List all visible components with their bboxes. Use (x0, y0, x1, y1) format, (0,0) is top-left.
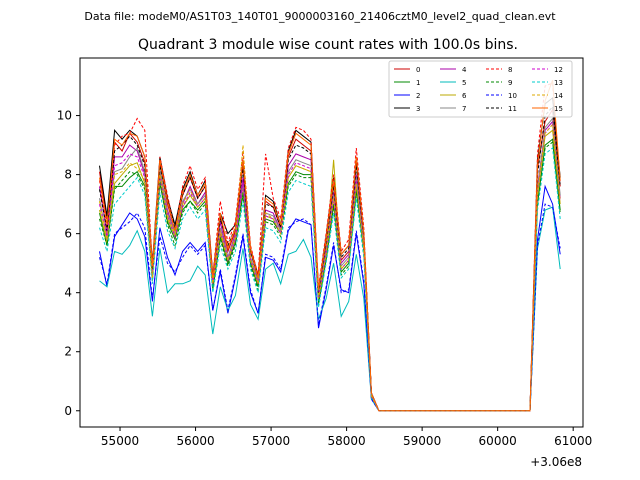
y-tick-label: 8 (64, 168, 72, 182)
legend-label-6: 6 (462, 92, 467, 100)
x-tick-label: 56000 (176, 434, 214, 448)
legend-label-14: 14 (554, 92, 563, 100)
x-axis: 55000 56000 57000 58000 59000 60000 61000 (101, 427, 592, 448)
legend-label-4: 4 (462, 66, 467, 74)
x-tick-label: 60000 (479, 434, 517, 448)
legend-label-11: 11 (508, 105, 517, 113)
x-tick-label: 61000 (554, 434, 592, 448)
y-tick-label: 10 (57, 109, 72, 123)
x-tick-label: 58000 (328, 434, 366, 448)
legend-label-15: 15 (554, 105, 563, 113)
y-tick-label: 2 (64, 345, 72, 359)
series-line-8 (99, 82, 561, 412)
legend-label-9: 9 (508, 79, 512, 87)
x-offset-label: +3.06e8 (530, 455, 582, 469)
legend-label-5: 5 (462, 79, 466, 87)
legend-label-10: 10 (508, 92, 517, 100)
x-tick-label: 55000 (101, 434, 139, 448)
plot-content (99, 79, 561, 412)
legend-label-3: 3 (416, 105, 420, 113)
legend-label-2: 2 (416, 92, 420, 100)
legend-label-0: 0 (416, 66, 420, 74)
y-tick-label: 4 (64, 286, 72, 300)
axes-frame (79, 57, 584, 428)
y-tick-label: 0 (64, 404, 72, 418)
y-tick-label: 6 (64, 227, 72, 241)
x-tick-label: 59000 (403, 434, 441, 448)
legend-label-13: 13 (554, 79, 563, 87)
legend-label-8: 8 (508, 66, 512, 74)
x-tick-label: 57000 (252, 434, 290, 448)
legend-label-1: 1 (416, 79, 420, 87)
chart-title: Quadrant 3 module wise count rates with … (138, 37, 518, 53)
series-line-15 (99, 79, 561, 412)
legend-label-7: 7 (462, 105, 466, 113)
legend-box (388, 60, 573, 118)
data-file-label: Data file: modeM0/AS1T03_140T01_90000031… (84, 10, 556, 23)
y-axis: 0 2 4 6 8 10 (57, 109, 80, 418)
series-line-9 (99, 141, 561, 412)
legend-label-12: 12 (554, 66, 563, 74)
